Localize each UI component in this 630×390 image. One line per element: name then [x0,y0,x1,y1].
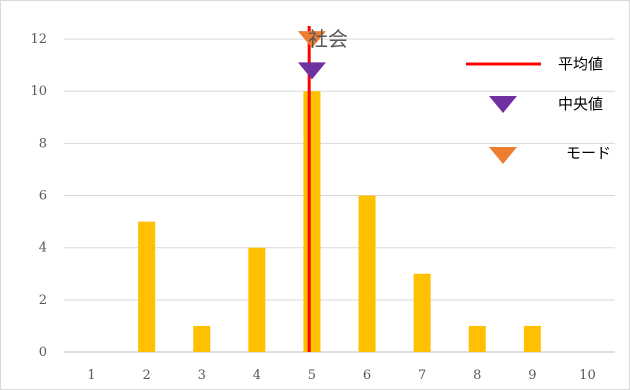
bars [138,91,541,352]
y-tick-label: 4 [39,241,47,256]
chart-title: 社会 [308,27,348,51]
x-tick-label: 1 [87,368,95,383]
x-axis-ticks: 1 2 3 4 5 6 7 8 9 10 [87,368,595,383]
bar [523,325,541,352]
legend-median-marker [489,96,517,113]
y-tick-label: 12 [30,32,47,47]
x-tick-label: 7 [418,368,426,383]
x-tick-label: 2 [143,368,151,383]
x-tick-label: 3 [198,368,206,383]
bar [193,325,211,352]
legend-mean-label: 平均値 [558,55,603,73]
statistic-markers [297,26,326,352]
legend-median-label: 中央値 [558,95,603,113]
gridlines [64,38,615,353]
x-tick-label: 6 [363,368,371,383]
median-marker [297,62,326,80]
y-tick-label: 10 [30,84,47,99]
x-tick-label: 10 [579,368,596,383]
bar [138,221,156,352]
legend-mode-label: モード [566,144,611,162]
x-tick-label: 5 [308,368,316,383]
legend: 平均値 中央値 モード [466,55,611,164]
x-tick-label: 4 [253,368,261,383]
y-tick-label: 6 [39,189,47,204]
bar [303,91,321,352]
y-tick-label: 8 [39,136,47,151]
legend-mode-marker [489,147,517,164]
bar [468,325,486,352]
mode-marker [297,31,326,49]
bar [248,247,266,352]
y-tick-label: 2 [39,293,47,308]
x-tick-label: 8 [473,368,481,383]
y-axis-ticks: 0 2 4 6 8 10 12 [30,32,47,360]
bar [358,195,376,352]
bar [413,273,431,352]
x-tick-label: 9 [528,368,536,383]
y-tick-label: 0 [39,345,47,360]
